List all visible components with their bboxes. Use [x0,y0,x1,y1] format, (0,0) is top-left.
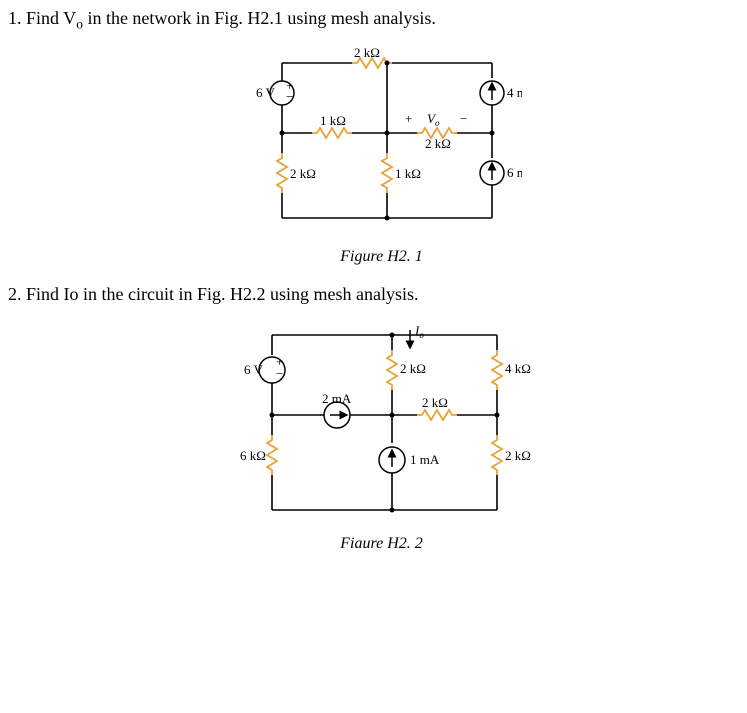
c2-i2ma: 2 mA [322,391,352,406]
c1-vsource-label: 6 V [256,85,276,100]
c1-voo: o [434,118,439,128]
svg-text:−: − [276,366,283,381]
circuit-2-container: Io + − 6 V 2 kΩ 4 kΩ 2 mA 2 kΩ 6 kΩ 1 mA… [8,315,747,530]
figure-1-caption: Figure H2. 1 [8,248,747,266]
c2-rmidh: 2 kΩ [422,395,448,410]
problem-1-number: 1. [8,8,22,28]
c1-rvo: 2 kΩ [425,136,451,151]
circuit-1: + − 6 V 2 kΩ 4 mA 1 kΩ 2 kΩ + Vo − 2 kΩ … [242,43,522,243]
problem-2-number: 2. [8,284,22,304]
figure-2-caption: Fiaure H2. 2 [8,535,747,553]
c1-i6ma: 6 mA [507,165,522,180]
c2-r2kbot: 2 kΩ [505,448,531,463]
problem-1-text: 1. Find Vo in the network in Fig. H2.1 u… [8,8,747,33]
problem-1-sub: o [76,17,83,32]
c1-rmidv: 1 kΩ [395,166,421,181]
problem-1-post: in the network in Fig. H2.1 using mesh a… [83,8,436,28]
c2-r6k: 6 kΩ [240,448,266,463]
problem-2-text: 2. Find Io in the circuit in Fig. H2.2 u… [8,284,747,305]
c1-vominus: − [460,111,467,126]
c1-rleftv: 2 kΩ [290,166,316,181]
c2-rmidv: 2 kΩ [400,361,426,376]
c1-i4ma: 4 mA [507,85,522,100]
c2-r4k: 4 kΩ [505,361,531,376]
c1-voplus: + [405,111,412,126]
circuit-1-container: + − 6 V 2 kΩ 4 mA 1 kΩ 2 kΩ + Vo − 2 kΩ … [8,43,747,243]
problem-2-body: Find Io in the circuit in Fig. H2.2 usin… [26,284,418,304]
c2-vsource: 6 V [244,362,264,377]
svg-text:Vo: Vo [427,111,440,128]
c2-i1ma: 1 mA [410,452,440,467]
problem-1-pre: Find V [26,8,76,28]
svg-text:Io: Io [414,323,424,340]
circuit-2: Io + − 6 V 2 kΩ 4 kΩ 2 mA 2 kΩ 6 kΩ 1 mA… [232,315,532,530]
c1-rtop: 2 kΩ [354,45,380,60]
svg-text:−: − [286,89,293,104]
c1-rmidh: 1 kΩ [320,113,346,128]
c2-ioo: o [419,330,424,340]
